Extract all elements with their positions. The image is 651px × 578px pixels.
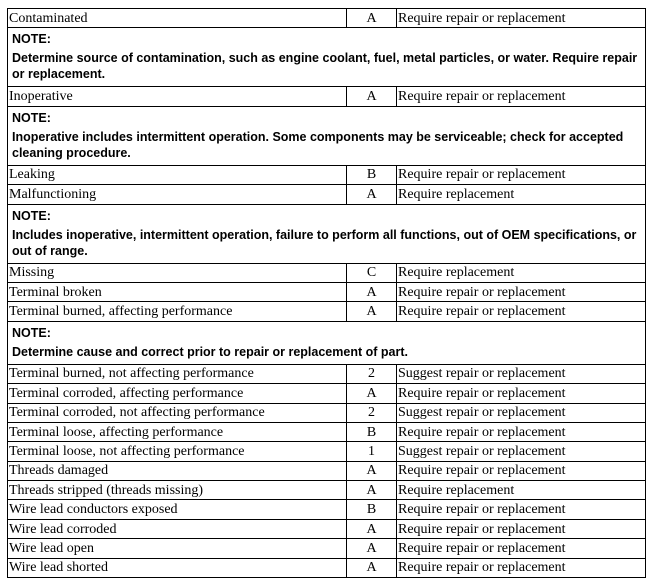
action-cell: Require repair or replacement [396,538,646,559]
action-cell: Require repair or replacement [396,518,646,540]
code-cell: 2 [346,363,397,385]
condition-cell: Threads damaged [7,460,347,482]
code-cell: C [346,262,397,283]
action-cell: Require repair or replacement [396,164,646,186]
condition-cell: Contaminated [7,7,347,29]
condition-cell: Leaking [7,164,347,186]
action-cell: Require repair or replacement [396,557,646,578]
action-cell: Require repair or replacement [396,499,646,520]
code-cell: A [346,7,397,29]
item-row: Terminal loose, affecting performance B Re… [7,421,646,443]
note-row: NOTE: Includes inoperative, intermittent … [7,203,646,264]
code-cell: A [346,301,397,322]
condition-cell: Terminal loose, affecting performance [7,421,347,443]
note-row: NOTE: Inoperative includes intermittent o… [7,105,646,166]
action-cell: Suggest repair or replacement [396,441,646,462]
condition-cell: Terminal corroded, not affecting perform… [7,402,347,423]
condition-cell: Terminal loose, not affecting performanc… [7,441,347,462]
action-cell: Require repair or replacement [396,7,646,29]
note-cell: NOTE: Includes inoperative, intermittent … [7,203,646,264]
condition-cell: Terminal corroded, affecting performance [7,383,347,404]
code-cell: 1 [346,441,397,462]
note-cell: NOTE: Inoperative includes intermittent o… [7,105,646,166]
item-row: Inoperative A Require repair or replacemen… [7,86,646,107]
action-cell: Require repair or replacement [396,301,646,322]
code-cell: A [346,518,397,540]
action-cell: Require replacement [396,480,646,501]
note-label: NOTE: [12,32,51,47]
item-row: Threads damaged A Require repair or replac… [7,460,646,482]
condition-cell: Wire lead conductors exposed [7,499,347,520]
item-row: Terminal loose, not affecting performanc… [7,441,646,462]
item-row: Missing C Require replacement [7,262,646,283]
item-row: Terminal corroded, affecting performance… [7,383,646,404]
note-label: NOTE: [12,208,51,223]
note-text: Determine cause and correct prior to rep… [12,344,408,359]
action-cell: Require repair or replacement [396,460,646,482]
note-row: NOTE: Determine source of contamination, … [7,27,646,88]
code-cell: A [346,86,397,107]
code-cell: A [346,383,397,404]
action-cell: Require replacement [396,184,646,205]
note-row: NOTE: Determine cause and correct prior t… [7,320,646,365]
condition-cell: Terminal burned, affecting performance [7,301,347,322]
action-cell: Suggest repair or replacement [396,402,646,423]
note-cell: NOTE: Determine cause and correct prior t… [7,320,646,365]
condition-cell: Missing [7,262,347,283]
condition-cell: Inoperative [7,86,347,107]
item-row: Wire lead corroded A Require repair or rep… [7,518,646,540]
action-cell: Require repair or replacement [396,421,646,443]
item-row: Wire lead conductors exposed B Require rep… [7,499,646,520]
inspection-table: Contaminated A Require repair or replaceme… [7,7,646,578]
item-row: Terminal burned, not affecting performan… [7,363,646,385]
action-cell: Require repair or replacement [396,383,646,404]
item-row: Malfunctioning A Require replacement [7,184,646,205]
note-label: NOTE: [12,325,51,340]
item-row: Terminal broken A Require repair or replac… [7,281,646,303]
code-cell: A [346,557,397,578]
note-text: Includes inoperative, intermittent opera… [12,227,637,258]
condition-cell: Threads stripped (threads missing) [7,480,347,501]
note-label: NOTE: [12,110,51,125]
code-cell: A [346,281,397,303]
note-cell: NOTE: Determine source of contamination, … [7,27,646,88]
action-cell: Require repair or replacement [396,281,646,303]
code-cell: 2 [346,402,397,423]
note-text: Inoperative includes intermittent operat… [12,129,624,160]
code-cell: A [346,480,397,501]
code-cell: B [346,499,397,520]
item-row: Terminal burned, affecting performance A R… [7,301,646,322]
code-cell: B [346,421,397,443]
item-row: Wire lead shorted A Require repair or repl… [7,557,646,578]
condition-cell: Wire lead corroded [7,518,347,540]
item-row: Leaking B Require repair or replacement [7,164,646,186]
item-row: Threads stripped (threads missing) A Requi… [7,480,646,501]
action-cell: Require replacement [396,262,646,283]
condition-cell: Wire lead shorted [7,557,347,578]
condition-cell: Wire lead open [7,538,347,559]
code-cell: B [346,164,397,186]
item-row: Wire lead open A Require repair or replace… [7,538,646,559]
action-cell: Suggest repair or replacement [396,363,646,385]
code-cell: A [346,460,397,482]
code-cell: A [346,538,397,559]
note-text: Determine source of contamination, such … [12,51,638,82]
action-cell: Require repair or replacement [396,86,646,107]
item-row: Terminal corroded, not affecting perform… [7,402,646,423]
code-cell: A [346,184,397,205]
condition-cell: Malfunctioning [7,184,347,205]
condition-cell: Terminal burned, not affecting performan… [7,363,347,385]
table-body: Contaminated A Require repair or replaceme… [7,7,646,578]
condition-cell: Terminal broken [7,281,347,303]
item-row: Contaminated A Require repair or replaceme… [7,7,646,29]
